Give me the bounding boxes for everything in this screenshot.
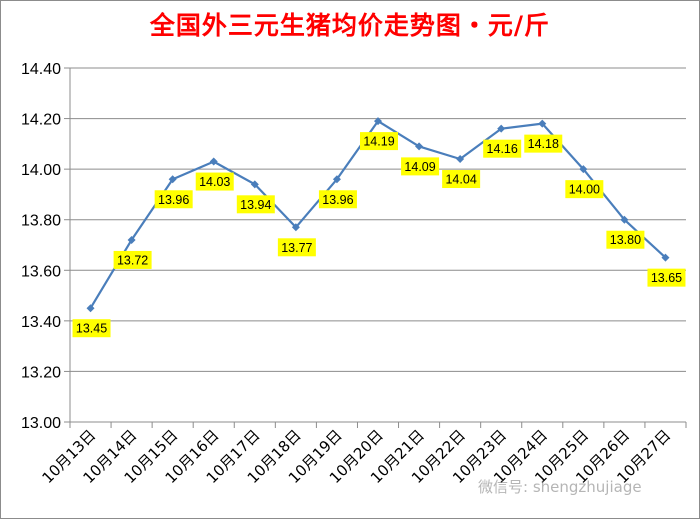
y-tick-label: 14.40 <box>21 61 61 78</box>
data-point <box>250 180 259 189</box>
data-point <box>661 253 670 262</box>
data-point <box>332 175 341 184</box>
data-label: 14.19 <box>363 135 394 149</box>
series <box>86 117 670 313</box>
y-tick-label: 13.60 <box>21 263 61 280</box>
data-label-box <box>606 230 645 249</box>
data-label-box <box>236 195 275 214</box>
watermark: 微信号: shengzhujiage <box>478 478 642 496</box>
y-tick-label: 14.20 <box>21 112 61 129</box>
data-label: 13.80 <box>610 233 641 247</box>
y-tick-label: 13.20 <box>21 364 61 381</box>
data-label-box <box>277 238 316 257</box>
data-label-box <box>360 132 398 151</box>
gridlines <box>70 67 686 372</box>
data-label: 14.00 <box>569 183 600 197</box>
data-point <box>209 157 218 166</box>
data-labels: 13.45 13.72 13.96 14.03 13.94 13.77 13.96 14.19… <box>72 132 686 338</box>
data-label-box <box>195 172 234 191</box>
data-label-box <box>565 180 604 199</box>
chart-title: 全国外三元生猪均价走势图・元/斤 <box>149 11 551 40</box>
y-tick-label: 14.00 <box>21 162 61 179</box>
data-label-box <box>72 319 111 338</box>
y-tick-label: 13.80 <box>21 213 61 230</box>
data-point <box>579 165 588 174</box>
y-tick-label: 13.40 <box>21 314 61 331</box>
data-point <box>291 223 300 232</box>
data-label-box <box>154 190 193 209</box>
data-label: 13.65 <box>651 271 682 285</box>
data-label-box <box>647 268 686 287</box>
data-label-box <box>401 157 440 176</box>
data-point <box>86 304 95 313</box>
data-point <box>127 235 136 244</box>
data-point <box>497 124 506 133</box>
data-point <box>538 119 547 128</box>
data-label-box <box>524 134 563 153</box>
data-label: 13.77 <box>281 241 312 255</box>
data-point <box>168 175 177 184</box>
data-point <box>620 215 629 224</box>
data-label: 14.03 <box>199 175 230 189</box>
data-label: 13.96 <box>158 193 189 207</box>
y-tick-labels: 13.00 13.20 13.40 13.60 13.80 14.00 14.20 14.40 <box>21 61 61 432</box>
data-label: 14.18 <box>528 137 559 151</box>
data-label: 14.16 <box>487 142 518 156</box>
data-point <box>415 142 424 151</box>
data-label: 13.45 <box>76 322 107 336</box>
data-label: 14.04 <box>445 173 476 187</box>
axes <box>64 67 687 428</box>
data-label: 13.72 <box>117 253 148 267</box>
data-label: 13.96 <box>322 193 353 207</box>
data-label: 13.94 <box>240 198 271 212</box>
data-point <box>456 155 465 164</box>
data-label-box <box>113 250 152 269</box>
y-tick-label: 13.00 <box>21 415 61 432</box>
data-point <box>374 117 382 126</box>
data-label: 14.09 <box>404 160 435 174</box>
data-label-box <box>483 139 522 158</box>
data-label-box <box>318 190 357 209</box>
data-label-box <box>442 170 481 189</box>
